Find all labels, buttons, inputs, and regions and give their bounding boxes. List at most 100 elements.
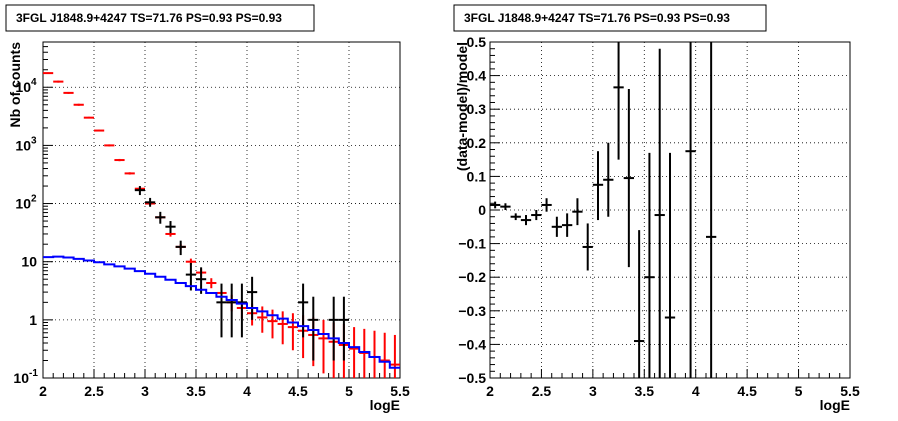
data-point (206, 278, 217, 289)
x-tick-label: 4.5 (288, 383, 308, 399)
y-tick-label: 0.1 (467, 168, 487, 184)
x-tick-label: 3 (589, 383, 597, 399)
x-tick-label: 5 (345, 383, 353, 399)
y-tick-label: 10 (15, 79, 31, 95)
y-axis-label: Nb of counts (7, 42, 23, 128)
data-point (287, 313, 298, 351)
data-point (634, 230, 645, 378)
data-point (664, 152, 676, 378)
y-tick-label: 0.4 (467, 68, 487, 84)
data-point (104, 144, 115, 147)
plot-frame (42, 41, 401, 379)
x-tick-label: 2 (486, 383, 494, 399)
data-point (175, 240, 186, 256)
x-tick-label: 5.5 (390, 383, 410, 399)
y-tick-label: −0.3 (458, 303, 486, 319)
data-point (155, 211, 166, 224)
data-point (134, 186, 145, 196)
data-point (165, 221, 176, 234)
data-point (520, 215, 532, 226)
data-point (603, 142, 614, 217)
data-point (236, 283, 247, 338)
x-tick-label: 4 (692, 383, 700, 399)
x-tick-label: 3.5 (635, 383, 655, 399)
chart-title: 3FGL J1848.9+4247 TS=71.76 PS=0.93 PS=0.… (464, 11, 730, 25)
data-point (541, 198, 552, 212)
y-tick-label: −0.5 (458, 370, 486, 386)
x-tick-label: 3.5 (186, 383, 206, 399)
y-tick-label: 10 (15, 137, 31, 153)
data-point (226, 283, 237, 338)
data-point (318, 319, 329, 374)
data-point (83, 116, 94, 119)
y-tick-label: 1 (29, 312, 37, 328)
title-box (453, 4, 767, 32)
data-point (267, 309, 278, 339)
data-point (145, 197, 156, 207)
data-point (73, 103, 84, 106)
data-point (510, 213, 521, 221)
data-point (53, 80, 64, 83)
data-point (644, 152, 655, 378)
y-tick-exponent: 2 (31, 194, 37, 205)
title-box (5, 4, 315, 32)
data-point (216, 283, 227, 338)
y-axis-label: (data-model)/model (454, 42, 470, 171)
data-point (531, 210, 542, 221)
y-tick-label: 0.3 (467, 101, 487, 117)
y-tick-label: −0.4 (458, 336, 486, 352)
x-tick-label: 3 (141, 383, 149, 399)
data-point (359, 328, 370, 378)
data-point (389, 334, 400, 378)
y-tick-exponent: 4 (31, 77, 37, 88)
data-point (623, 89, 634, 268)
data-point (43, 72, 54, 75)
panel-1: 3FGL J1848.9+4247 TS=71.76 PS=0.93 PS=0.… (5, 4, 410, 413)
data-point (369, 330, 380, 378)
data-point (308, 296, 319, 361)
data-point (63, 91, 74, 94)
data-point (94, 129, 105, 132)
series-1 (490, 42, 717, 378)
data-point (277, 311, 288, 345)
y-tick-label: 0.5 (467, 34, 487, 50)
data-point (247, 276, 258, 320)
data-point (500, 203, 511, 210)
data-point (706, 42, 717, 378)
x-tick-label: 2.5 (84, 383, 104, 399)
data-point (582, 223, 593, 271)
series-3 (43, 255, 400, 369)
data-point (551, 216, 562, 237)
x-tick-label: 5 (795, 383, 803, 399)
data-point (490, 201, 501, 209)
y-tick-label: 10 (15, 196, 31, 212)
x-tick-label: 2 (39, 383, 47, 399)
x-axis-label: logE (820, 397, 850, 413)
y-tick-label: −0.1 (458, 236, 486, 252)
data-point (562, 213, 573, 237)
x-axis-label: logE (370, 397, 400, 413)
y-tick-label: 10 (21, 254, 37, 270)
series-2 (134, 186, 349, 361)
data-point (572, 198, 583, 226)
data-point (685, 42, 696, 378)
y-tick-label: −0.2 (458, 269, 486, 285)
panel-2: 3FGL J1848.9+4247 TS=71.76 PS=0.93 PS=0.… (453, 4, 860, 413)
data-point (114, 158, 125, 162)
data-point (592, 151, 604, 221)
data-point (338, 296, 349, 361)
data-point (379, 332, 390, 378)
x-tick-label: 2.5 (532, 383, 552, 399)
model-step-line (43, 255, 400, 369)
y-tick-exponent: -1 (29, 368, 38, 379)
data-point (613, 42, 624, 160)
data-point (349, 327, 360, 378)
x-tick-label: 4 (243, 383, 251, 399)
y-tick-exponent: 3 (31, 135, 37, 146)
chart-title: 3FGL J1848.9+4247 TS=71.76 PS=0.93 PS=0.… (16, 11, 282, 25)
y-tick-label: 0 (478, 202, 486, 218)
data-point (654, 48, 665, 378)
y-tick-label: 10 (13, 370, 29, 386)
data-point (328, 296, 339, 361)
